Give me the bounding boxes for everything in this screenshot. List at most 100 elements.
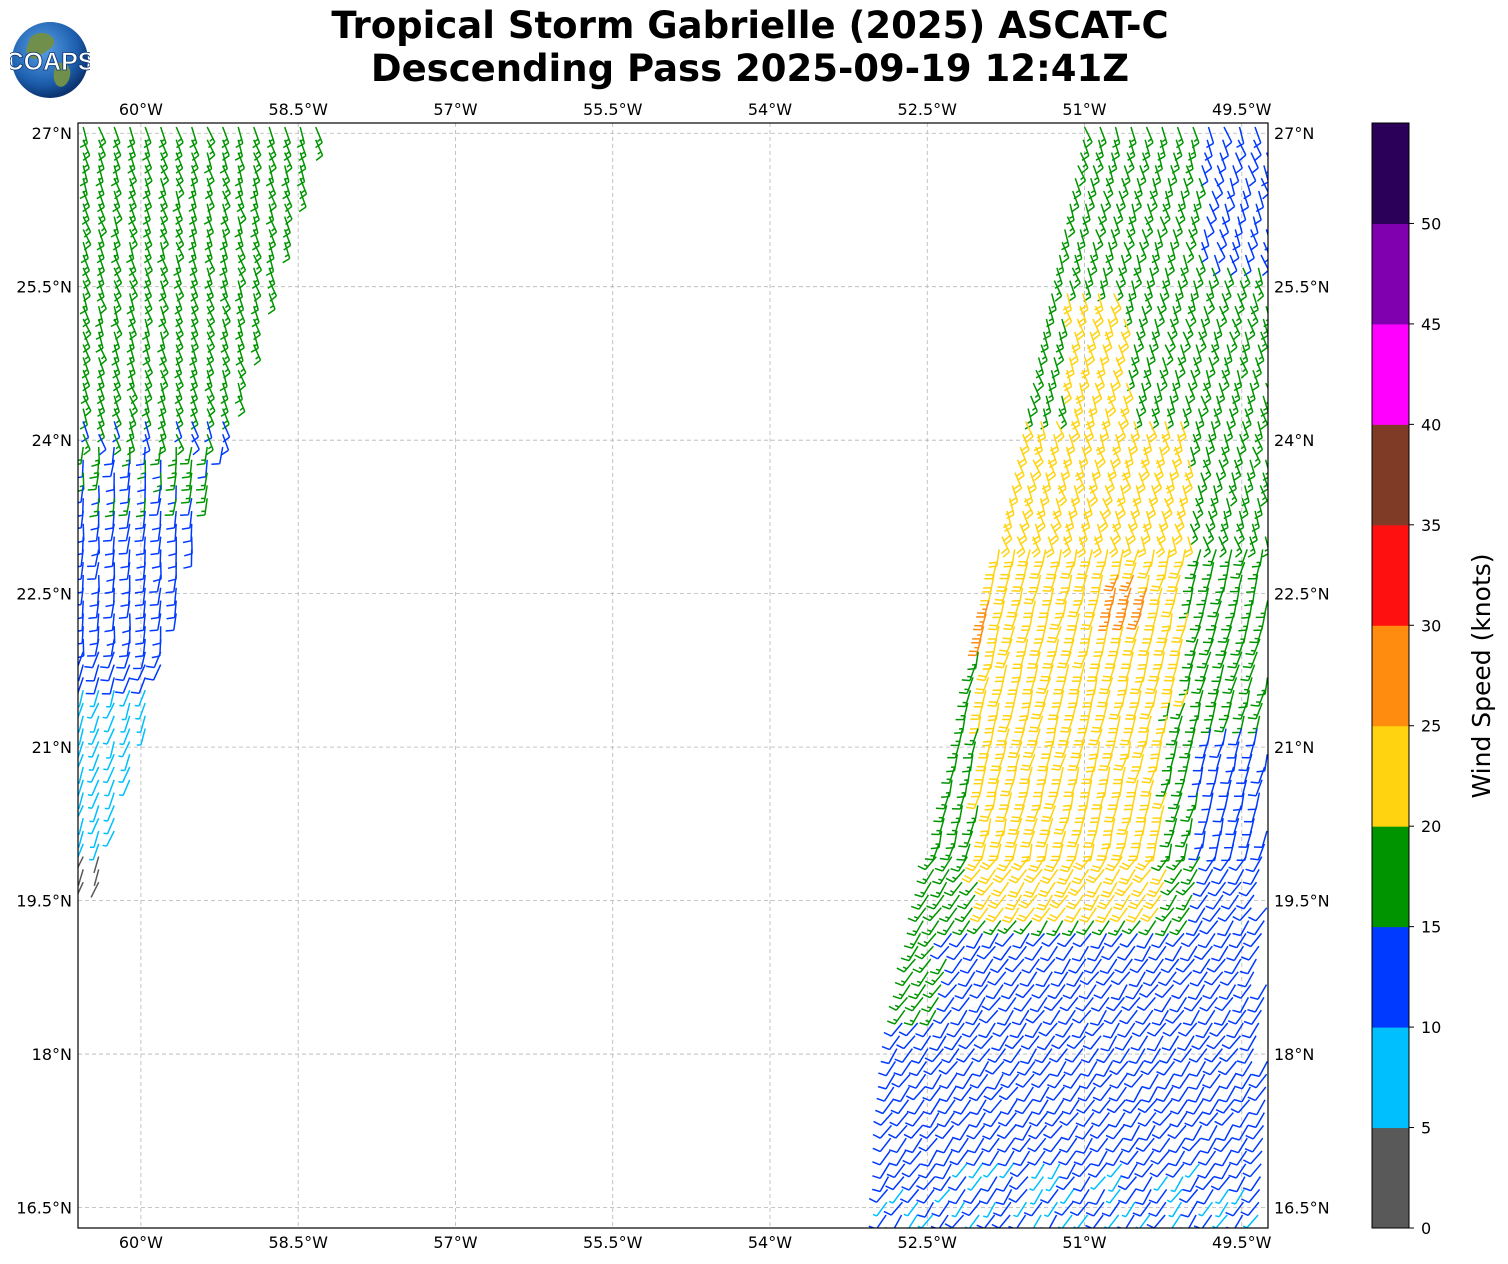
lon-tick-bottom: 60°W	[119, 1233, 163, 1252]
wind-barb	[1200, 165, 1209, 187]
wind-barb	[1001, 1060, 1021, 1077]
wind-barb	[1238, 830, 1253, 849]
wind-barb	[1172, 971, 1193, 986]
wind-barb	[894, 1048, 914, 1063]
wind-barb	[998, 996, 1017, 1012]
wind-barb	[1135, 1214, 1151, 1228]
wind-barb	[221, 433, 230, 456]
wind-barb	[979, 1176, 998, 1192]
wind-barb	[1015, 984, 1035, 999]
wind-barb	[222, 344, 231, 366]
wind-barb	[1223, 958, 1242, 975]
wind-barb	[175, 344, 184, 366]
wind-barb	[1189, 971, 1208, 987]
wind-barb	[1027, 1150, 1046, 1166]
wind-barb	[1097, 280, 1106, 302]
wind-barb	[1242, 267, 1251, 289]
wind-barb	[1122, 536, 1132, 558]
wind-barb	[981, 1137, 1000, 1153]
wind-barb	[1040, 408, 1049, 430]
wind-barb	[82, 344, 91, 366]
wind-barb	[1208, 203, 1218, 225]
wind-barb	[78, 869, 84, 886]
wind-barb	[1039, 817, 1054, 836]
wind-barb	[1053, 958, 1071, 975]
wind-barb	[135, 613, 146, 633]
wind-barb	[1241, 485, 1250, 507]
wind-barb	[98, 139, 106, 162]
wind-barb	[136, 715, 146, 733]
wind-barb	[1228, 856, 1247, 871]
wind-barb	[1071, 421, 1081, 443]
wind-barb	[1128, 1048, 1146, 1065]
wind-barb	[932, 1176, 952, 1192]
wind-barb	[1108, 1086, 1127, 1102]
wind-barb	[964, 1214, 980, 1228]
wind-barb	[1250, 766, 1266, 784]
wind-barb	[104, 574, 115, 594]
wind-barb	[1156, 305, 1165, 328]
wind-barb	[78, 651, 84, 668]
wind-barb	[160, 203, 169, 225]
wind-barb	[1124, 382, 1134, 405]
wind-barb	[1094, 305, 1104, 328]
wind-barb	[1148, 1188, 1168, 1204]
wind-barb	[1010, 856, 1030, 871]
wind-barb	[1212, 651, 1227, 669]
wind-barb	[102, 459, 115, 478]
wind-barb	[1193, 344, 1203, 366]
wind-barb	[968, 1112, 986, 1128]
wind-barb	[1002, 702, 1015, 721]
wind-barb	[1098, 677, 1114, 695]
wind-barb	[1221, 613, 1235, 631]
wind-barb	[950, 728, 964, 747]
wind-barb	[1036, 421, 1047, 443]
wind-barb	[1060, 638, 1075, 657]
wind-barb	[87, 728, 100, 745]
wind-barb	[1099, 958, 1118, 975]
wind-barb	[1249, 305, 1259, 328]
wind-barb	[892, 984, 911, 1000]
wind-barb	[1103, 1009, 1123, 1025]
wind-barb	[889, 1112, 909, 1127]
lon-tick-top: 60°W	[119, 100, 163, 119]
wind-barb	[1254, 498, 1263, 520]
wind-barb	[1218, 1086, 1236, 1103]
wind-barb	[144, 357, 154, 379]
wind-barb	[1058, 1150, 1077, 1166]
wind-barb	[1073, 1150, 1093, 1166]
wind-barb	[1188, 139, 1197, 161]
wind-barb	[149, 574, 162, 593]
wind-barb	[957, 689, 972, 708]
wind-barb	[88, 613, 100, 633]
wind-barb	[1053, 817, 1069, 835]
wind-barb	[1199, 318, 1208, 341]
wind-barb	[950, 1112, 971, 1126]
wind-barb	[128, 408, 137, 430]
wind-barb	[1057, 728, 1072, 746]
wind-barb	[1155, 715, 1168, 735]
wind-barb	[1117, 664, 1132, 682]
wind-barb	[134, 587, 146, 607]
wind-barb	[1230, 1137, 1248, 1154]
wind-barb	[872, 1124, 893, 1139]
wind-barb	[961, 868, 981, 883]
wind-barb	[1091, 1112, 1110, 1127]
wind-barb	[1100, 600, 1114, 618]
wind-barb	[984, 715, 997, 734]
wind-barb	[922, 1086, 941, 1102]
wind-barb	[1195, 485, 1204, 507]
wind-barb	[1246, 241, 1255, 264]
colorbar-bin	[1372, 123, 1409, 224]
wind-barb	[1054, 1201, 1074, 1216]
wind-barb	[1098, 753, 1114, 771]
wind-barb	[234, 216, 243, 238]
wind-barb	[1033, 626, 1047, 644]
wind-barb	[917, 856, 937, 871]
wind-barb	[1128, 971, 1146, 988]
wind-barb	[1090, 1150, 1108, 1167]
wind-barb	[1146, 267, 1156, 289]
wind-barb	[1061, 920, 1079, 937]
wind-barb	[1158, 1048, 1177, 1064]
wind-barb	[1165, 472, 1175, 494]
